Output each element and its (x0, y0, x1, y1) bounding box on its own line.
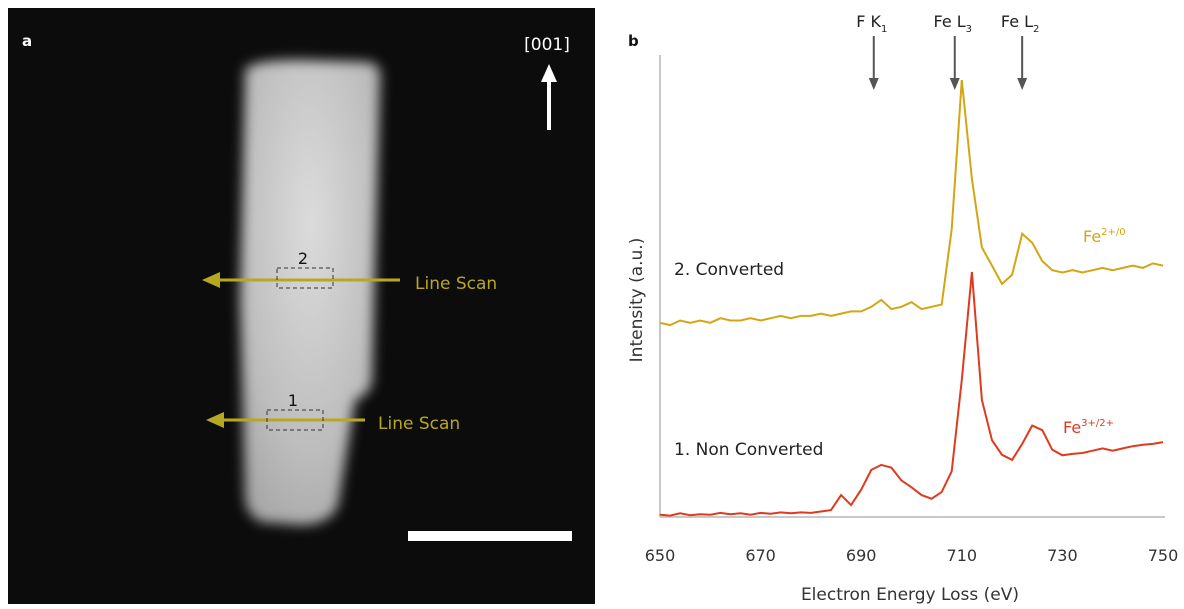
ion-label: Fe2+/0 (1083, 227, 1126, 246)
scale-bar (408, 531, 572, 541)
annotation-text: F K (856, 12, 881, 31)
annotation-text: Fe L (933, 12, 965, 31)
series-label: 1. Non Converted (674, 440, 823, 460)
annotation-text: Fe L (1001, 12, 1033, 31)
x-tick-label: 670 (745, 546, 776, 565)
panel-label: b (628, 32, 639, 50)
x-tick-label: 750 (1148, 546, 1179, 565)
ion-text: Fe (1063, 418, 1081, 437)
scan-label: Line Scan (415, 274, 497, 294)
x-axis-label: Electron Energy Loss (eV) (801, 585, 1019, 604)
scan-label: Line Scan (378, 414, 460, 434)
series-line (660, 272, 1163, 516)
annotation: Fe L3 (933, 12, 972, 35)
annotation-arrowhead (1017, 78, 1027, 90)
annotation-sub: 3 (966, 24, 972, 35)
scan-number: 2 (298, 249, 308, 268)
scan-number: 1 (288, 391, 298, 410)
annotation-sub: 2 (1033, 24, 1039, 35)
series-label: 2. Converted (674, 260, 784, 280)
annotation-arrowhead (869, 78, 879, 90)
ion-label: Fe3+/2+ (1063, 418, 1114, 437)
ion-sup: 2+/0 (1101, 227, 1125, 238)
series-line (660, 80, 1163, 325)
ion-sup: 3+/2+ (1081, 418, 1114, 429)
x-tick-label: 710 (947, 546, 978, 565)
figure: a [001] 2 1 Line Scan Line Scan b Electr… (0, 0, 1184, 604)
direction-label: [001] (524, 35, 570, 55)
annotation: F K1 (856, 12, 887, 35)
annotation-arrowhead (950, 78, 960, 90)
x-tick-label: 690 (846, 546, 877, 565)
x-tick-label: 650 (645, 546, 676, 565)
ion-text: Fe (1083, 227, 1101, 246)
annotation: Fe L2 (1001, 12, 1040, 35)
annotation-sub: 1 (881, 24, 887, 35)
y-axis-label: Intensity (a.u.) (627, 238, 647, 363)
panel-label: a (22, 32, 32, 50)
x-tick-label: 730 (1047, 546, 1078, 565)
